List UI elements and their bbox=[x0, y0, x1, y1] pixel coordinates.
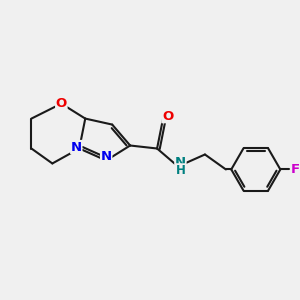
Text: O: O bbox=[56, 97, 67, 110]
Text: H: H bbox=[176, 164, 185, 177]
Text: F: F bbox=[291, 163, 300, 176]
Text: O: O bbox=[162, 110, 173, 123]
Text: N: N bbox=[101, 150, 112, 164]
Text: N: N bbox=[175, 156, 186, 170]
Text: N: N bbox=[71, 140, 82, 154]
